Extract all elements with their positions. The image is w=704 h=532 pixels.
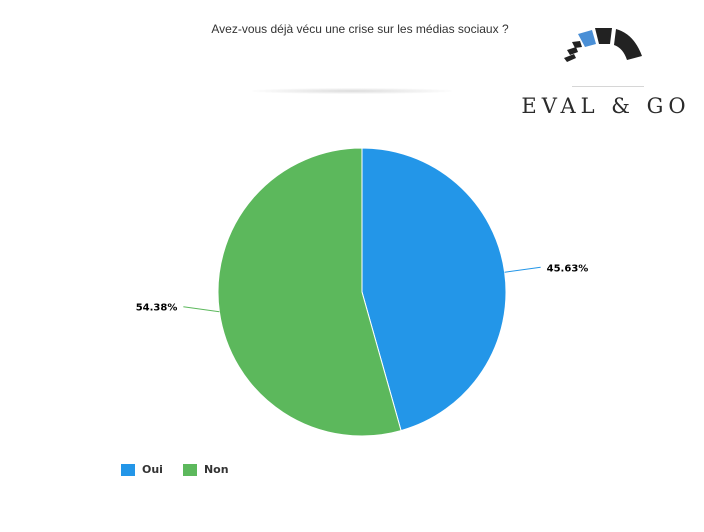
chart-legend: Oui Non bbox=[121, 463, 229, 476]
gauge-segment-2 bbox=[567, 47, 578, 55]
gauge-logo-icon bbox=[564, 28, 642, 62]
gauge-segment-6 bbox=[614, 29, 642, 60]
legend-label-oui: Oui bbox=[142, 463, 163, 476]
legend-item-non[interactable]: Non bbox=[182, 463, 229, 476]
logo-text: EVAL & GO bbox=[521, 94, 691, 118]
legend-label-non: Non bbox=[203, 463, 229, 476]
legend-item-oui[interactable]: Oui bbox=[121, 463, 163, 476]
eval-and-go-logo[interactable]: EVAL & GO bbox=[512, 18, 696, 118]
data-label-non: 54.38% bbox=[136, 303, 178, 314]
leader-line-non bbox=[183, 306, 220, 313]
title-divider bbox=[252, 88, 452, 94]
legend-swatch-oui bbox=[121, 463, 135, 476]
legend-swatch-non bbox=[182, 463, 197, 476]
gauge-segment-1 bbox=[564, 54, 576, 62]
gauge-segment-3 bbox=[572, 41, 582, 48]
data-label-oui: 45.63% bbox=[547, 263, 589, 274]
slice-non[interactable] bbox=[217, 147, 402, 437]
chart-title: Avez-vous déjà vécu une crise sur les mé… bbox=[211, 22, 509, 36]
gauge-segment-5 bbox=[595, 28, 612, 44]
gauge-segment-4 bbox=[578, 30, 596, 47]
leader-line-oui bbox=[504, 266, 541, 273]
logo-rule bbox=[572, 86, 644, 87]
